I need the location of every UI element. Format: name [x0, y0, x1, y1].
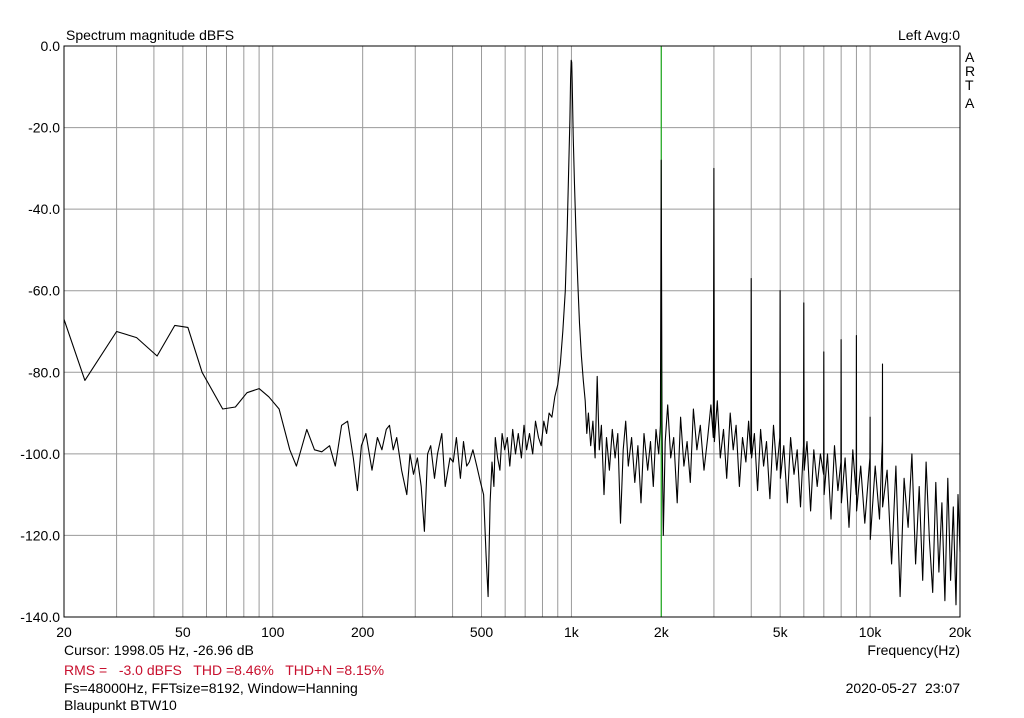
y-tick-label: -80.0 [28, 364, 60, 380]
x-tick-label: 5k [773, 624, 789, 640]
x-tick-label: 500 [470, 624, 494, 640]
x-tick-label: 1k [564, 624, 580, 640]
x-tick-labels: 20 50 100 200 500 1k 2k 5k 10k 20k [56, 624, 972, 640]
y-tick-label: 0.0 [41, 38, 61, 54]
brand-letter: A [965, 95, 975, 111]
x-tick-label: 10k [859, 624, 883, 640]
x-tick-label: 50 [175, 624, 191, 640]
brand-letter: T [965, 77, 974, 93]
y-tick-label: -140.0 [20, 609, 60, 625]
x-tick-label: 20 [56, 624, 72, 640]
brand-vertical-label: A R T A [965, 49, 975, 111]
x-tick-label: 200 [351, 624, 375, 640]
y-tick-label: -100.0 [20, 446, 60, 462]
y-tick-label: -20.0 [28, 120, 60, 136]
series-layer [63, 59, 961, 606]
brand-letter: R [965, 63, 975, 79]
grid-layer [64, 46, 960, 617]
device-name: Blaupunkt BTW10 [64, 697, 177, 713]
x-tick-label: 100 [261, 624, 285, 640]
timestamp: 2020-05-27 23:07 [846, 680, 961, 696]
analysis-parameters: Fs=48000Hz, FFTsize=8192, Window=Hanning [64, 680, 358, 696]
spectrum-line [63, 59, 961, 606]
brand-letter: A [965, 49, 975, 65]
cursor-readout: Cursor: 1998.05 Hz, -26.96 dB [64, 642, 254, 658]
y-tick-label: -60.0 [28, 283, 60, 299]
x-tick-label: 20k [949, 624, 973, 640]
chart-title: Spectrum magnitude dBFS [66, 27, 234, 43]
x-axis-label: Frequency(Hz) [867, 642, 960, 658]
y-tick-labels: 0.0 -20.0 -40.0 -60.0 -80.0 -100.0 -120.0 -140.… [20, 38, 60, 625]
channel-info: Left Avg:0 [898, 27, 960, 43]
plot-frame [63, 45, 961, 618]
y-tick-label: -120.0 [20, 527, 60, 543]
measurement-summary: RMS = -3.0 dBFS THD =8.46% THD+N =8.15% [64, 662, 384, 678]
x-tick-label: 2k [654, 624, 670, 640]
y-tick-label: -40.0 [28, 201, 60, 217]
